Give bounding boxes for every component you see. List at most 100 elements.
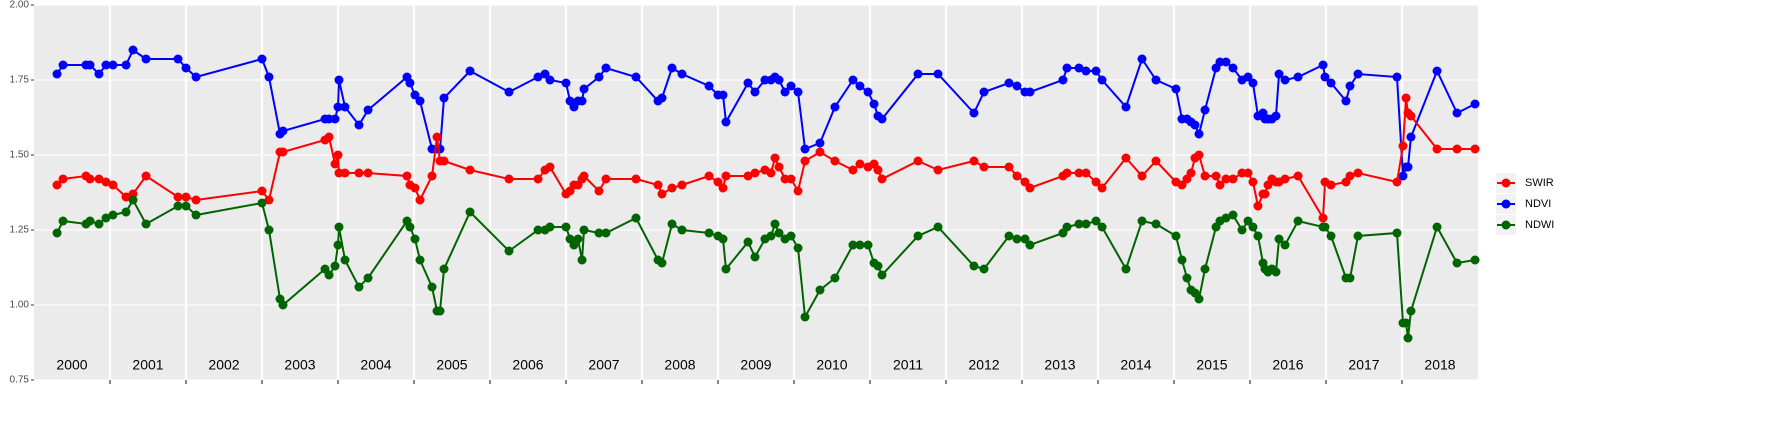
y-tick-label: 1.00 bbox=[10, 300, 30, 311]
data-point bbox=[1058, 75, 1068, 85]
data-point bbox=[969, 156, 979, 166]
data-point bbox=[1137, 171, 1147, 181]
data-point bbox=[1406, 111, 1416, 121]
y-tick-label: 2.00 bbox=[10, 0, 30, 11]
data-point bbox=[108, 180, 118, 190]
year-label: 2010 bbox=[816, 357, 847, 373]
data-point bbox=[52, 69, 62, 79]
data-point bbox=[1121, 264, 1131, 274]
data-point bbox=[863, 87, 873, 97]
legend-point bbox=[1501, 178, 1511, 188]
data-point bbox=[1406, 306, 1416, 316]
data-point bbox=[863, 240, 873, 250]
data-point bbox=[1403, 162, 1413, 172]
data-point bbox=[540, 69, 550, 79]
data-point bbox=[704, 171, 714, 181]
data-point bbox=[933, 69, 943, 79]
data-point bbox=[191, 210, 201, 220]
data-point bbox=[333, 102, 343, 112]
year-label: 2013 bbox=[1044, 357, 1075, 373]
data-point bbox=[1401, 93, 1411, 103]
data-point bbox=[848, 240, 858, 250]
data-point bbox=[830, 156, 840, 166]
data-point bbox=[1398, 171, 1408, 181]
data-point bbox=[1091, 66, 1101, 76]
data-point bbox=[439, 264, 449, 274]
data-point bbox=[577, 255, 587, 265]
data-point bbox=[800, 156, 810, 166]
data-point bbox=[181, 192, 191, 202]
data-point bbox=[545, 222, 555, 232]
data-point bbox=[1025, 183, 1035, 193]
data-point bbox=[1177, 255, 1187, 265]
data-point bbox=[141, 171, 151, 181]
data-point bbox=[786, 81, 796, 91]
data-point bbox=[1243, 72, 1253, 82]
data-point bbox=[439, 93, 449, 103]
data-point bbox=[363, 105, 373, 115]
data-point bbox=[354, 168, 364, 178]
data-point bbox=[855, 240, 865, 250]
data-point bbox=[435, 306, 445, 316]
data-point bbox=[410, 90, 420, 100]
data-point bbox=[800, 144, 810, 154]
data-point bbox=[770, 219, 780, 229]
data-point bbox=[1074, 168, 1084, 178]
data-point bbox=[1293, 216, 1303, 226]
data-point bbox=[330, 114, 340, 124]
data-point bbox=[743, 237, 753, 247]
data-point bbox=[410, 183, 420, 193]
y-tick-label: 1.50 bbox=[10, 150, 30, 161]
data-point bbox=[1318, 213, 1328, 223]
data-point bbox=[504, 246, 514, 256]
data-point bbox=[718, 90, 728, 100]
data-point bbox=[1470, 255, 1480, 265]
data-point bbox=[979, 162, 989, 172]
data-point bbox=[1398, 141, 1408, 151]
data-point bbox=[354, 120, 364, 130]
data-point bbox=[181, 63, 191, 73]
data-point bbox=[278, 300, 288, 310]
data-point bbox=[1320, 222, 1330, 232]
data-point bbox=[173, 54, 183, 64]
data-point bbox=[1074, 63, 1084, 73]
y-tick-label: 1.25 bbox=[10, 225, 30, 236]
data-point bbox=[545, 75, 555, 85]
data-point bbox=[1200, 264, 1210, 274]
data-point bbox=[340, 102, 350, 112]
data-point bbox=[1091, 177, 1101, 187]
data-point bbox=[333, 240, 343, 250]
data-point bbox=[667, 219, 677, 229]
data-point bbox=[108, 60, 118, 70]
data-point bbox=[1137, 54, 1147, 64]
data-point bbox=[121, 60, 131, 70]
data-point bbox=[1020, 177, 1030, 187]
data-point bbox=[1406, 132, 1416, 142]
data-point bbox=[1253, 201, 1263, 211]
data-point bbox=[1004, 78, 1014, 88]
data-point bbox=[815, 285, 825, 295]
data-point bbox=[1403, 333, 1413, 343]
data-point bbox=[815, 147, 825, 157]
legend-label: NDWI bbox=[1525, 219, 1554, 231]
data-point bbox=[85, 60, 95, 70]
data-point bbox=[1171, 84, 1181, 94]
data-point bbox=[1260, 189, 1270, 199]
data-point bbox=[855, 81, 865, 91]
data-point bbox=[594, 72, 604, 82]
data-point bbox=[743, 78, 753, 88]
data-point bbox=[1221, 174, 1231, 184]
data-point bbox=[1271, 111, 1281, 121]
data-point bbox=[721, 264, 731, 274]
data-point bbox=[601, 63, 611, 73]
data-point bbox=[848, 165, 858, 175]
data-point bbox=[1345, 171, 1355, 181]
data-point bbox=[58, 174, 68, 184]
data-point bbox=[533, 72, 543, 82]
data-point bbox=[677, 225, 687, 235]
data-point bbox=[750, 168, 760, 178]
data-point bbox=[1326, 180, 1336, 190]
data-point bbox=[1280, 240, 1290, 250]
year-label: 2002 bbox=[208, 357, 239, 373]
data-point bbox=[101, 213, 111, 223]
